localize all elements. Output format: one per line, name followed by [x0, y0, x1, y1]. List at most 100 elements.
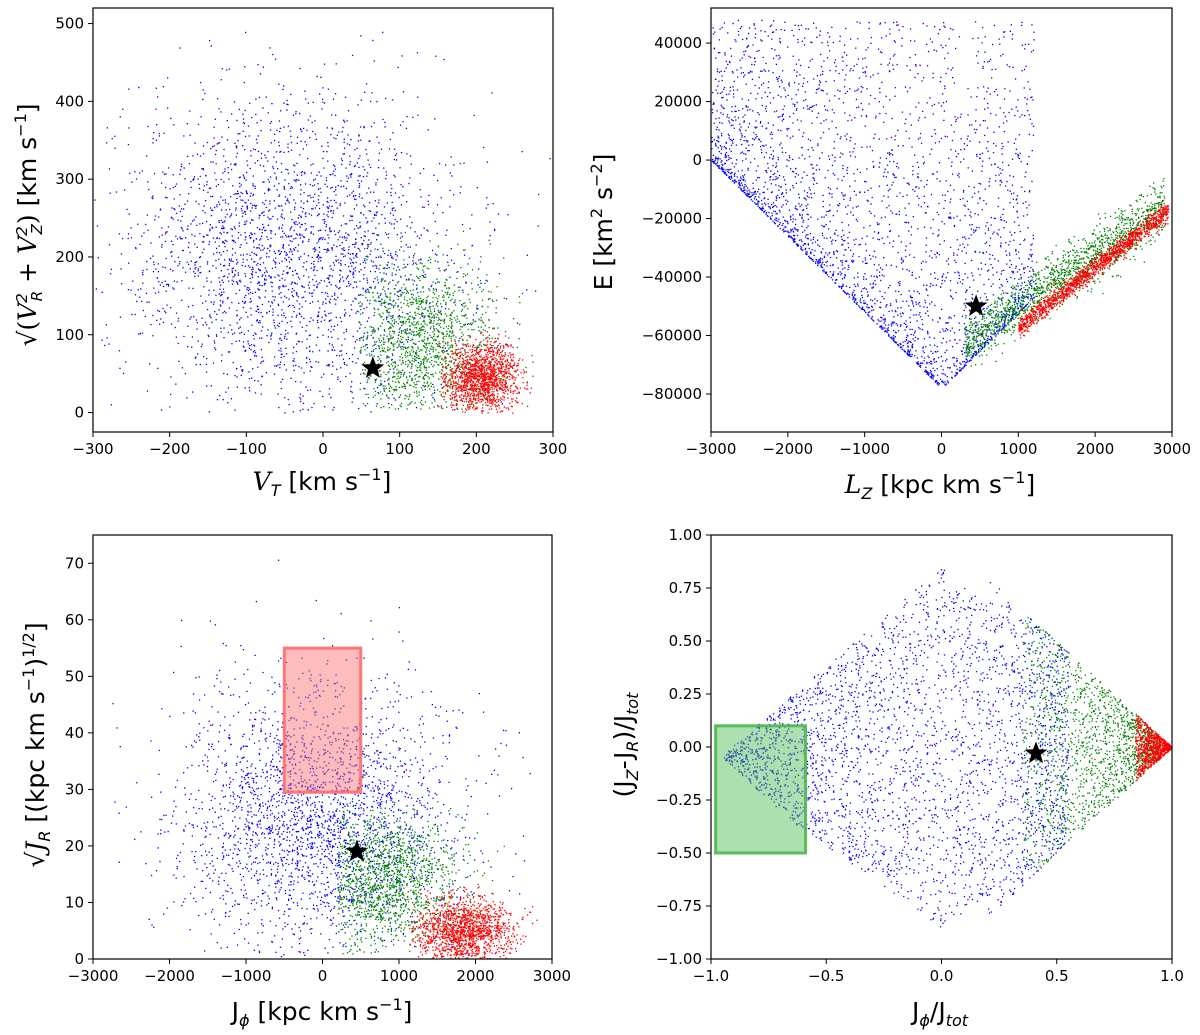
- scatter-point: [240, 234, 242, 236]
- scatter-point: [476, 307, 478, 309]
- scatter-point: [415, 387, 417, 389]
- scatter-point: [256, 238, 258, 240]
- scatter-point: [300, 381, 302, 383]
- scatter-point: [330, 319, 332, 321]
- scatter-point: [478, 381, 480, 384]
- scatter-point: [472, 368, 474, 370]
- scatter-point: [165, 257, 167, 260]
- scatter-point: [344, 249, 346, 251]
- scatter-point: [399, 356, 401, 358]
- scatter-point: [472, 404, 475, 406]
- scatter-point: [273, 319, 275, 321]
- scatter-point: [444, 320, 446, 322]
- scatter-point: [496, 359, 498, 361]
- scatter-point: [301, 306, 303, 308]
- scatter-point: [242, 254, 245, 256]
- scatter-point: [159, 208, 162, 210]
- scatter-point: [393, 207, 395, 209]
- scatter-point: [505, 344, 507, 346]
- scatter-point: [443, 396, 446, 398]
- scatter-point: [403, 373, 405, 375]
- scatter-point: [110, 404, 112, 406]
- scatter-point: [458, 320, 460, 322]
- scatter-point: [266, 271, 268, 273]
- scatter-point: [262, 223, 264, 226]
- scatter-point: [234, 375, 236, 377]
- scatter-point: [231, 113, 233, 115]
- scatter-point: [152, 197, 154, 200]
- scatter-point: [409, 325, 411, 327]
- scatter-point: [478, 388, 480, 391]
- scatter-point: [362, 261, 364, 264]
- scatter-point: [261, 337, 263, 339]
- scatter-point: [422, 362, 425, 364]
- scatter-point: [398, 377, 400, 379]
- scatter-point: [164, 233, 167, 235]
- scatter-point: [359, 126, 362, 128]
- scatter-point: [417, 346, 419, 348]
- scatter-point: [437, 335, 439, 337]
- scatter-point: [393, 288, 395, 290]
- scatter-point: [496, 390, 498, 392]
- scatter-point: [198, 183, 200, 185]
- scatter-point: [291, 291, 293, 293]
- scatter-point: [195, 364, 197, 366]
- scatter-point: [443, 399, 445, 401]
- scatter-point: [506, 376, 508, 378]
- scatter-point: [366, 337, 368, 340]
- scatter-point: [401, 386, 403, 388]
- scatter-point: [442, 320, 445, 323]
- scatter-point: [227, 203, 230, 205]
- scatter-point: [438, 364, 440, 366]
- scatter-point: [282, 270, 285, 272]
- scatter-point: [476, 348, 478, 350]
- scatter-point: [180, 226, 183, 229]
- scatter-point: [269, 230, 272, 232]
- scatter-point: [173, 288, 175, 290]
- scatter-point: [421, 315, 423, 317]
- scatter-point: [417, 332, 420, 335]
- scatter-point: [242, 174, 244, 176]
- scatter-point: [222, 225, 224, 227]
- scatter-point: [289, 194, 291, 196]
- scatter-point: [393, 158, 395, 161]
- scatter-point: [250, 210, 252, 212]
- scatter-point: [262, 107, 264, 109]
- scatter-point: [492, 203, 494, 205]
- scatter-point: [475, 357, 477, 359]
- scatter-point: [310, 232, 312, 234]
- scatter-point: [341, 236, 344, 239]
- scatter-point: [216, 313, 218, 315]
- scatter-point: [278, 343, 280, 345]
- scatter-point: [503, 358, 505, 360]
- scatter-point: [406, 289, 408, 291]
- scatter-point: [304, 183, 307, 185]
- scatter-point: [421, 340, 423, 342]
- scatter-point: [419, 357, 421, 359]
- scatter-point: [383, 338, 385, 341]
- scatter-point: [382, 302, 384, 304]
- scatter-point: [193, 176, 196, 178]
- scatter-point: [239, 176, 241, 178]
- scatter-point: [200, 345, 203, 348]
- scatter-point: [428, 388, 431, 390]
- scatter-point: [408, 318, 410, 320]
- scatter-point: [295, 332, 298, 334]
- scatter-point: [301, 174, 303, 176]
- scatter-point: [507, 390, 509, 392]
- scatter-point: [363, 278, 365, 280]
- scatter-point: [484, 402, 487, 404]
- scatter-point: [283, 337, 286, 339]
- scatter-point: [432, 331, 434, 333]
- scatter-point: [482, 358, 485, 361]
- scatter-point: [419, 172, 421, 175]
- scatter-point: [427, 358, 430, 360]
- scatter-point: [526, 381, 528, 383]
- scatter-point: [418, 300, 420, 302]
- scatter-point: [250, 300, 252, 302]
- scatter-point: [157, 263, 159, 265]
- scatter-point: [281, 378, 284, 380]
- scatter-point: [285, 316, 287, 319]
- scatter-point: [237, 272, 239, 274]
- scatter-point: [406, 313, 408, 315]
